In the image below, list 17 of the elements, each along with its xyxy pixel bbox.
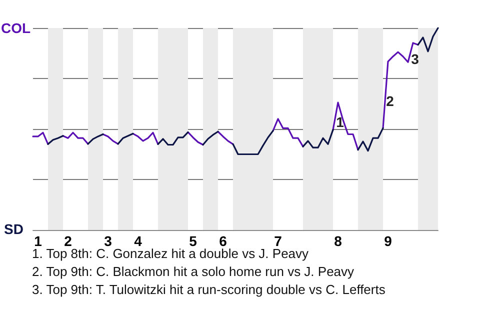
annotation: 2 <box>386 93 394 109</box>
text: COL <box>1 20 31 36</box>
text: 3. Top 9th: T. Tulowitzki hit a run-scoring double vs C. Lefferts <box>32 282 386 297</box>
annotation: 1 <box>336 114 344 130</box>
x-tick-label: 4 <box>134 233 142 249</box>
x-tick-label: 2 <box>64 233 72 249</box>
x-tick-label: 9 <box>384 233 392 249</box>
x-tick-label: 8 <box>334 233 342 249</box>
text: 1. Top 8th: C. Gonzalez hit a double vs J. Peavy <box>32 246 310 261</box>
x-tick-label: 1 <box>34 233 42 249</box>
text: 2. Top 9th: C. Blackmon hit a solo home run vs J. Peavy <box>32 264 355 279</box>
text: SD <box>4 221 24 237</box>
x-tick-label: 6 <box>219 233 228 249</box>
x-tick-label: 5 <box>189 233 198 249</box>
x-tick-label: 3 <box>104 233 112 249</box>
x-tick-label: 7 <box>274 233 282 249</box>
annotation: 3 <box>411 51 420 67</box>
